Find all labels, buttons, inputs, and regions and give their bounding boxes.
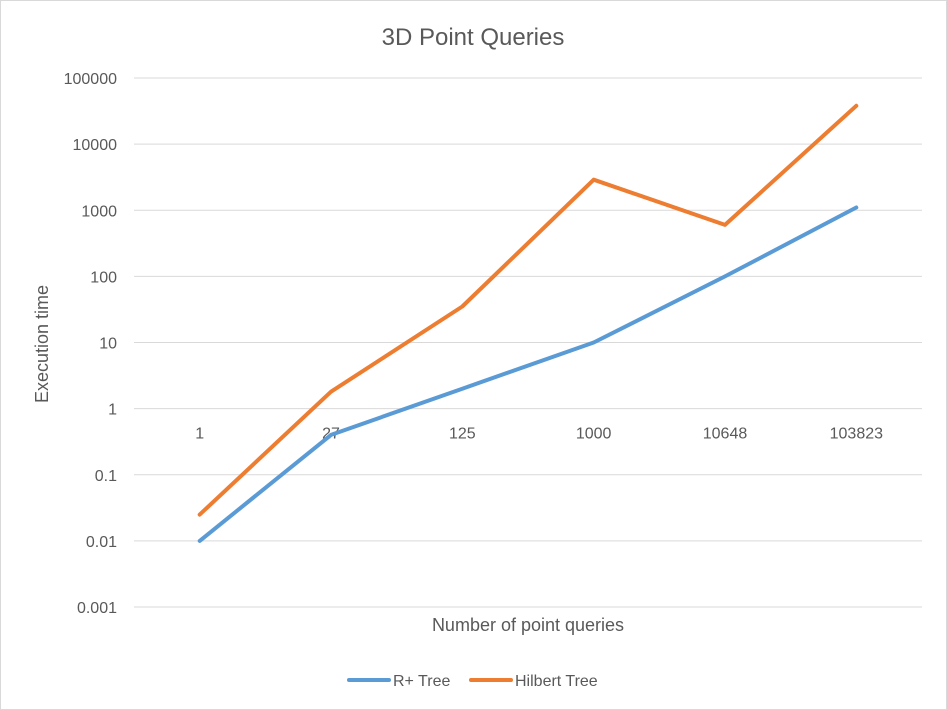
legend-label: Hilbert Tree	[515, 673, 598, 690]
y-tick-label: 1	[108, 402, 117, 419]
x-tick-label: 125	[449, 426, 476, 443]
y-tick-label: 100000	[64, 71, 117, 88]
series-line-r-tree	[197, 205, 859, 543]
y-tick-label: 1000	[81, 203, 117, 220]
series-line-hilbert-tree	[197, 103, 859, 517]
gridlines	[134, 77, 922, 608]
y-tick-label: 0.1	[95, 468, 117, 485]
y-axis-title: Execution time	[32, 285, 52, 403]
chart-title: 3D Point Queries	[382, 24, 565, 51]
y-tick-label: 100	[90, 269, 117, 286]
y-tick-label: 10	[99, 336, 117, 353]
x-tick-label: 10648	[703, 426, 748, 443]
legend-label: R+ Tree	[393, 673, 450, 690]
data-series	[197, 103, 859, 543]
x-tick-label: 1000	[576, 426, 612, 443]
x-axis-tick-labels: 1 27 125 1000 10648 103823	[195, 426, 883, 443]
y-tick-label: 10000	[73, 137, 118, 154]
y-axis-tick-labels: 100000 10000 1000 100 10 1 0.1 0.01 0.001	[64, 71, 117, 617]
x-tick-label: 103823	[830, 426, 883, 443]
legend: R+ Tree Hilbert Tree	[347, 673, 598, 690]
y-tick-label: 0.001	[77, 600, 117, 617]
x-tick-label: 1	[195, 426, 204, 443]
y-tick-label: 0.01	[86, 534, 117, 551]
x-axis-title: Number of point queries	[432, 615, 624, 635]
